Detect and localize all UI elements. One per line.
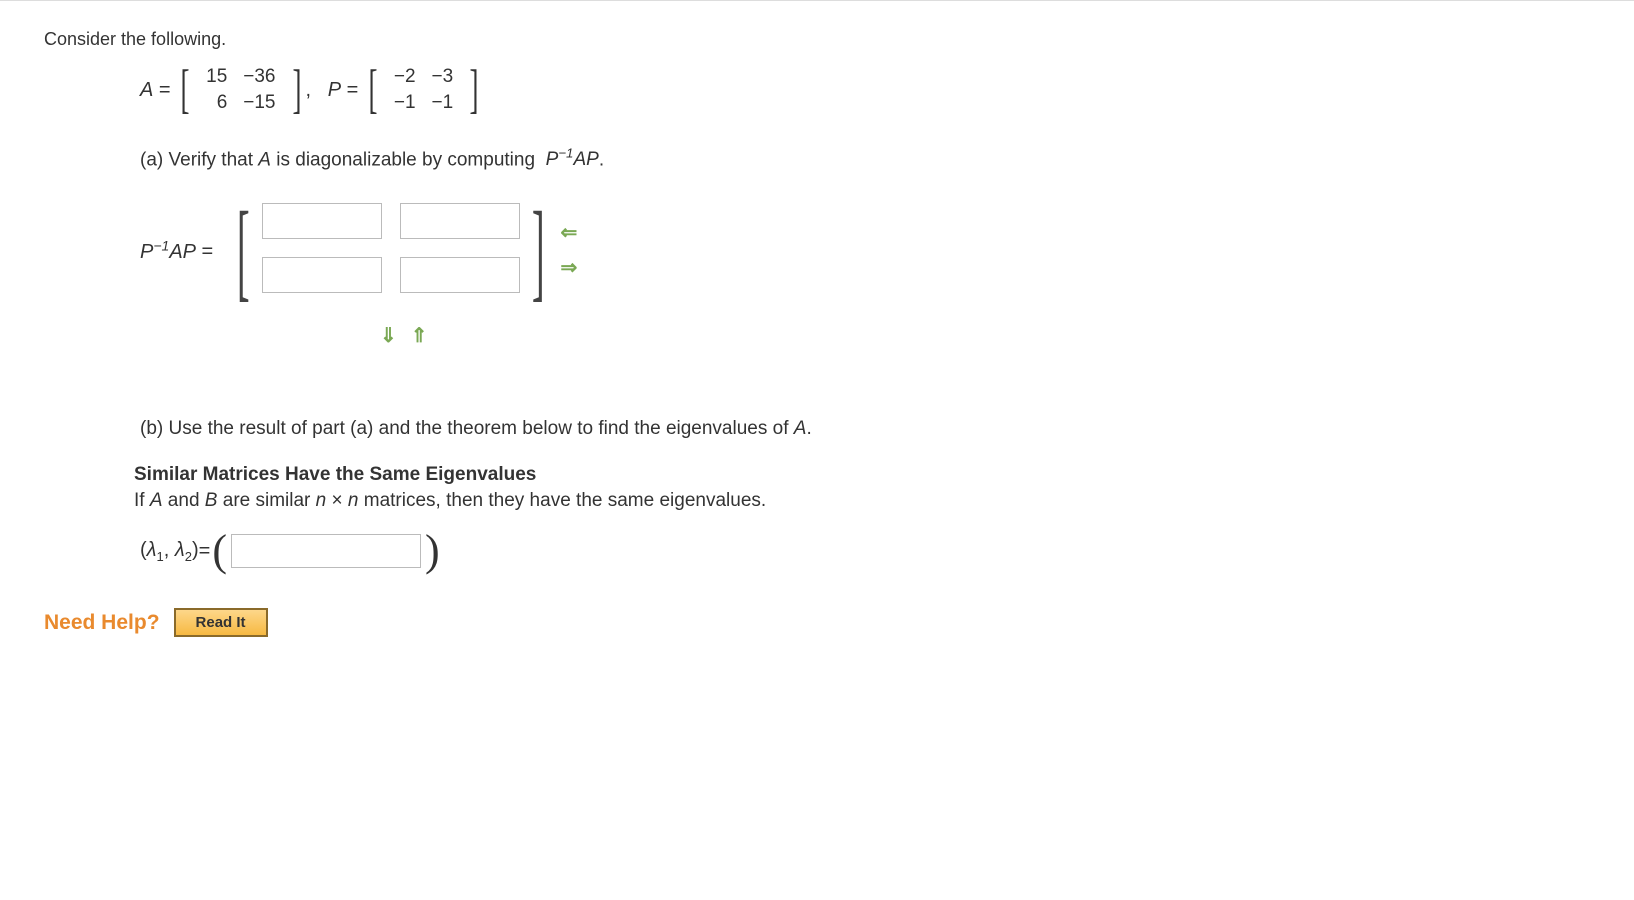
right-bracket-icon: ] bbox=[292, 68, 301, 111]
var-n: n bbox=[316, 490, 327, 511]
comma: , bbox=[164, 539, 175, 561]
matrix-A-cell: −15 bbox=[235, 90, 283, 116]
text: (a) Verify that bbox=[140, 149, 258, 170]
right-paren-icon: ) bbox=[423, 538, 442, 564]
need-help-row: Need Help? Read It bbox=[44, 608, 1634, 637]
exponent: −1 bbox=[153, 237, 169, 253]
equals-sign: = bbox=[153, 79, 176, 102]
matrix-P-label: P bbox=[328, 79, 341, 102]
text: and bbox=[163, 490, 205, 511]
matrix-input-22[interactable] bbox=[400, 257, 520, 293]
lambda-1: λ bbox=[147, 539, 157, 561]
var-AP: AP bbox=[169, 241, 196, 263]
question-content: Consider the following. A = [ 15−36 6−15… bbox=[0, 1, 1634, 568]
matrix-P-cell: −2 bbox=[386, 64, 424, 90]
matrix-P-cell: −1 bbox=[386, 90, 424, 116]
equals-sign: = bbox=[341, 79, 364, 102]
matrix-A-cell: −36 bbox=[235, 64, 283, 90]
text: If bbox=[134, 490, 150, 511]
var-A: A bbox=[794, 418, 807, 439]
var-AP: AP bbox=[573, 149, 598, 170]
need-help-label: Need Help? bbox=[44, 611, 160, 635]
matrix-P-body: −2−3 −1−1 bbox=[382, 62, 465, 118]
text: (b) Use the result of part (a) and the t… bbox=[140, 418, 794, 439]
eigen-tuple-label: (λ1, λ2) bbox=[140, 539, 199, 564]
theorem-text: If A and B are similar n × n matrices, t… bbox=[134, 490, 1634, 512]
matrix-input-12[interactable] bbox=[400, 203, 520, 239]
times: × bbox=[326, 490, 348, 511]
matrix-input-11[interactable] bbox=[262, 203, 382, 239]
comma-sep: , bbox=[305, 79, 327, 102]
matrix-input-21[interactable] bbox=[262, 257, 382, 293]
equals: = bbox=[199, 540, 211, 563]
matrix-A: [ 15−36 6−15 ] bbox=[176, 62, 305, 118]
intro-text: Consider the following. bbox=[44, 29, 1634, 50]
var-P: P bbox=[546, 149, 559, 170]
text: are similar bbox=[217, 490, 315, 511]
theorem-title: Similar Matrices Have the Same Eigenvalu… bbox=[134, 464, 1634, 486]
theorem-block: Similar Matrices Have the Same Eigenvalu… bbox=[134, 464, 1634, 512]
var-A: A bbox=[150, 490, 163, 511]
part-a-prompt: (a) Verify that A is diagonalizable by c… bbox=[140, 146, 1634, 171]
left-bracket-icon: [ bbox=[181, 68, 190, 111]
right-bracket-icon: ] bbox=[470, 68, 479, 111]
equals: = bbox=[196, 241, 213, 263]
sub-2: 2 bbox=[185, 549, 192, 564]
read-it-button[interactable]: Read It bbox=[174, 608, 268, 637]
answer-matrix-row: P−1AP = [ ] ⇐ ⇒ bbox=[140, 195, 1634, 305]
remove-column-icon[interactable]: ⇐ bbox=[561, 220, 578, 245]
period: . bbox=[806, 418, 811, 439]
matrix-A-cell: 6 bbox=[198, 90, 235, 116]
exponent: −1 bbox=[558, 146, 573, 161]
var-n: n bbox=[348, 490, 359, 511]
part-a-answer: P−1AP = [ ] ⇐ ⇒ ⇓ ⇑ bbox=[140, 195, 1634, 348]
part-b-prompt: (b) Use the result of part (a) and the t… bbox=[140, 418, 1634, 440]
text: matrices, then they have the same eigenv… bbox=[358, 490, 766, 511]
var-A: A bbox=[258, 149, 271, 170]
eigenvalues-answer: (λ1, λ2) = ( ) bbox=[140, 534, 1634, 568]
lambda-2: λ bbox=[175, 539, 185, 561]
left-paren-icon: ( bbox=[210, 538, 229, 564]
matrices-display: A = [ 15−36 6−15 ] , P = [ − bbox=[140, 62, 1634, 118]
left-bracket-icon: [ bbox=[368, 68, 377, 111]
big-right-bracket-icon: ] bbox=[532, 209, 545, 292]
answer-label: P−1AP = bbox=[140, 237, 213, 264]
add-row-icon[interactable]: ⇓ bbox=[380, 323, 397, 348]
sub-1: 1 bbox=[157, 549, 164, 564]
question-page: Consider the following. A = [ 15−36 6−15… bbox=[0, 0, 1634, 900]
var-B: B bbox=[205, 490, 218, 511]
eigenvalues-input[interactable] bbox=[231, 534, 421, 568]
row-resize-arrows: ⇓ ⇑ bbox=[380, 323, 1634, 348]
matrix-P-cell: −1 bbox=[424, 90, 462, 116]
text: is diagonalizable by computing bbox=[271, 149, 540, 170]
period: . bbox=[599, 149, 604, 170]
p-inverse-ap-expr: P−1AP bbox=[546, 149, 599, 170]
matrix-A-body: 15−36 6−15 bbox=[194, 62, 287, 118]
add-column-icon[interactable]: ⇒ bbox=[561, 255, 578, 280]
matrix-A-label: A bbox=[140, 79, 153, 102]
matrix-input-grid bbox=[256, 195, 526, 305]
matrix-P: [ −2−3 −1−1 ] bbox=[364, 62, 483, 118]
remove-row-icon[interactable]: ⇑ bbox=[411, 323, 428, 348]
big-left-bracket-icon: [ bbox=[237, 209, 250, 292]
var-P: P bbox=[140, 241, 153, 263]
matrix-A-cell: 15 bbox=[198, 64, 235, 90]
column-resize-arrows: ⇐ ⇒ bbox=[561, 220, 578, 280]
matrix-P-cell: −3 bbox=[424, 64, 462, 90]
